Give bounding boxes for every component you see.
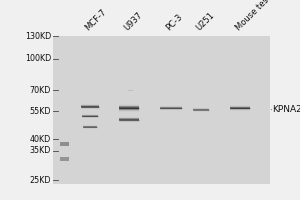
Bar xyxy=(230,107,250,108)
Text: Mouse testis: Mouse testis xyxy=(234,0,278,32)
Bar xyxy=(119,119,139,120)
Text: 40KD: 40KD xyxy=(30,135,51,144)
Bar xyxy=(119,109,139,110)
Bar xyxy=(119,122,139,123)
Text: 130KD: 130KD xyxy=(25,32,51,41)
Text: 55KD: 55KD xyxy=(29,107,51,116)
Bar xyxy=(119,111,139,112)
Text: PC-3: PC-3 xyxy=(165,12,185,32)
Text: KPNA2: KPNA2 xyxy=(272,105,300,114)
Bar xyxy=(52,36,270,184)
Bar xyxy=(119,121,139,122)
Text: 70KD: 70KD xyxy=(30,86,51,95)
Bar xyxy=(119,120,139,121)
Bar xyxy=(119,108,139,109)
Bar xyxy=(119,110,139,111)
Text: 100KD: 100KD xyxy=(25,54,51,63)
Bar xyxy=(230,109,250,110)
Bar xyxy=(119,107,139,108)
Text: U937: U937 xyxy=(123,10,145,32)
Bar xyxy=(119,103,139,104)
Bar xyxy=(230,110,250,111)
Bar xyxy=(119,104,139,105)
Bar xyxy=(119,117,139,118)
Bar xyxy=(230,105,250,106)
Text: 25KD: 25KD xyxy=(29,176,51,185)
Bar xyxy=(119,118,139,119)
Bar xyxy=(230,106,250,107)
Bar xyxy=(230,108,250,109)
Bar xyxy=(60,142,69,146)
Text: U251: U251 xyxy=(195,10,217,32)
Bar xyxy=(119,116,139,117)
Bar xyxy=(119,106,139,107)
Bar xyxy=(119,105,139,106)
Text: 35KD: 35KD xyxy=(30,146,51,155)
Bar xyxy=(60,157,69,161)
Text: MCF-7: MCF-7 xyxy=(84,7,109,32)
